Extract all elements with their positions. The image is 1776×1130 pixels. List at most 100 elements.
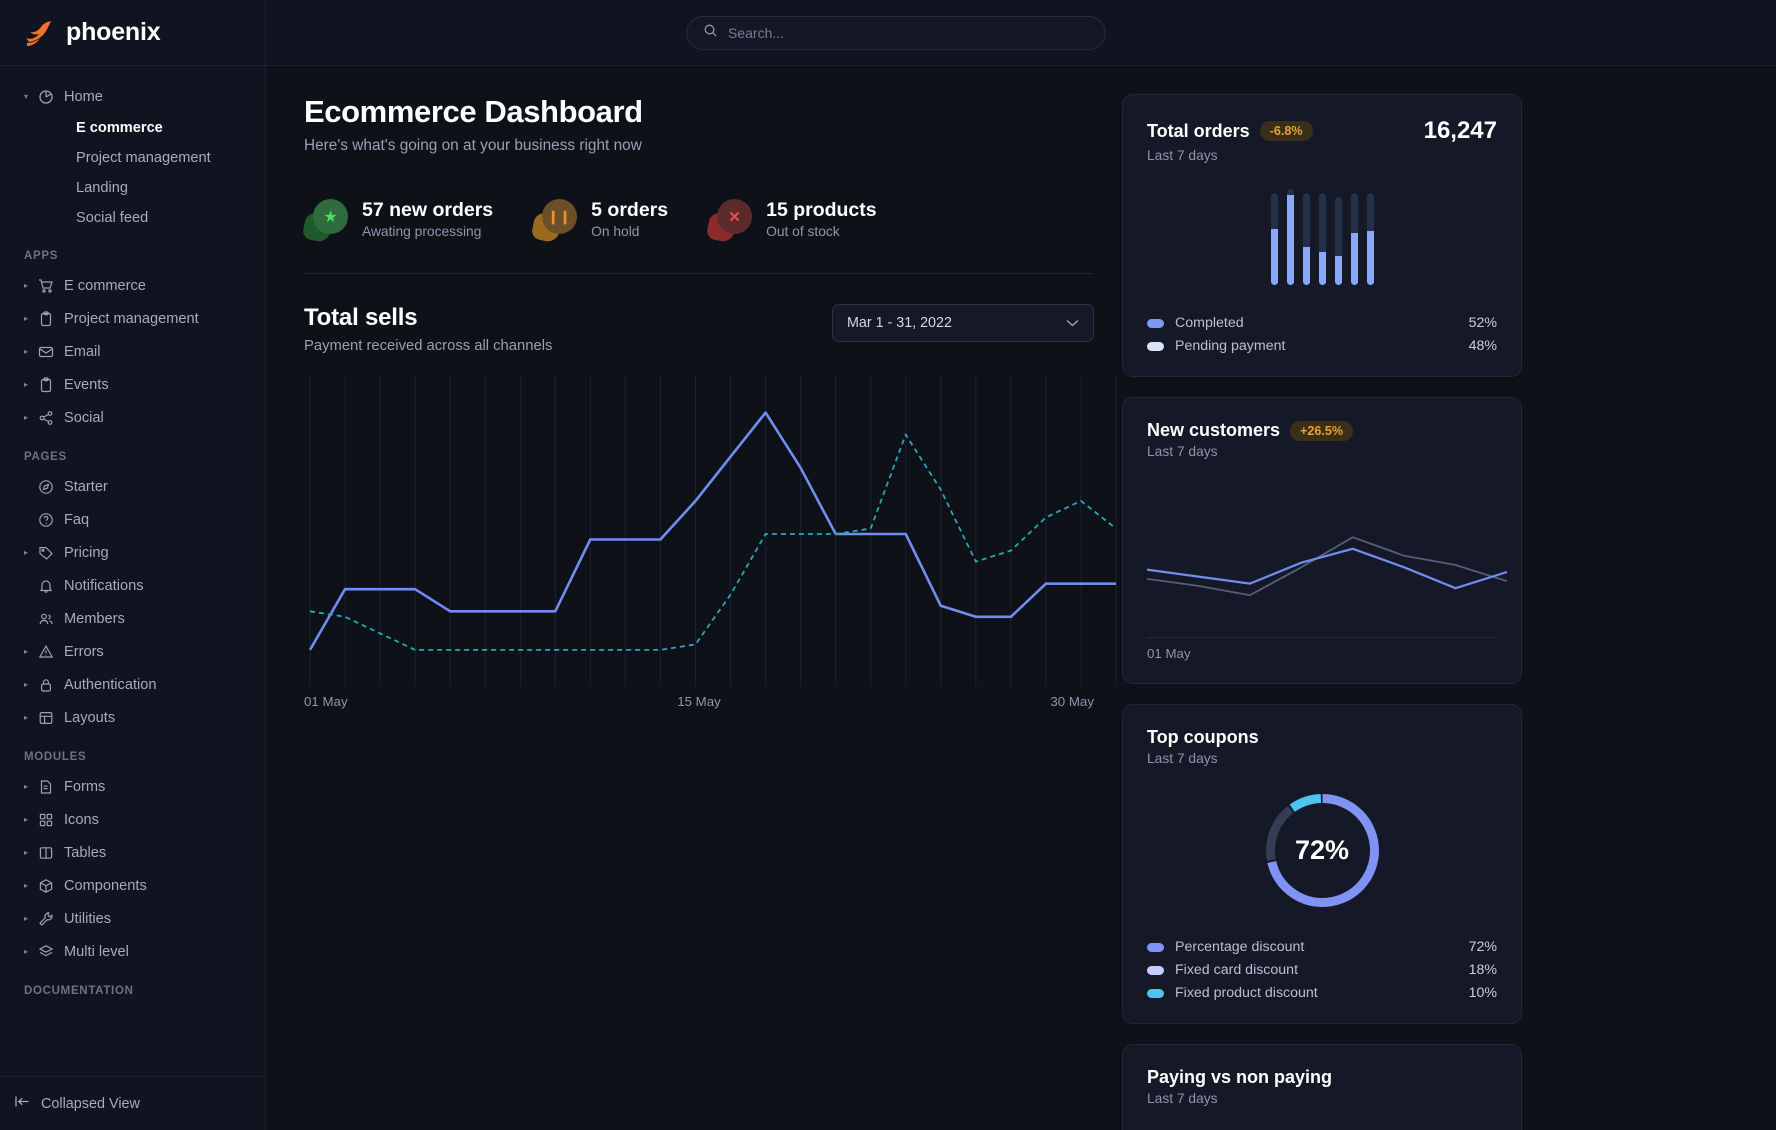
sidebar-section-apps: APPS <box>24 250 59 262</box>
sidebar-item-apps-ecommerce[interactable]: ▸ E commerce <box>0 269 265 302</box>
legend-swatch <box>1147 965 1164 975</box>
wrench-icon <box>38 911 64 927</box>
lock-icon <box>38 677 64 693</box>
sidebar-item-label: Components <box>64 877 147 894</box>
sidebar-item-apps-events[interactable]: ▸ Events <box>0 368 265 401</box>
legend-value: 18% <box>1468 962 1497 978</box>
tag-icon <box>38 545 64 561</box>
legend-value: 48% <box>1468 338 1497 354</box>
sidebar-item-apps-project-management[interactable]: ▸ Project management <box>0 302 265 335</box>
card-paying-vs-non-paying: Paying vs non paying Last 7 days Paying … <box>1122 1044 1522 1130</box>
right-column: Total orders -6.8% 16,247 Last 7 days <box>1122 94 1776 1130</box>
sidebar-item-members[interactable]: Members <box>0 602 265 635</box>
collapsed-view-toggle[interactable]: Collapsed View <box>0 1076 265 1130</box>
total-orders-value: 16,247 <box>1423 117 1497 144</box>
bar-column <box>1350 192 1358 285</box>
x-tick-label: 01 May <box>304 694 348 709</box>
grid-icon <box>38 812 64 828</box>
chevron-right-icon: ▸ <box>24 412 29 422</box>
brand[interactable]: phoenix <box>0 0 265 66</box>
sidebar-item-tables[interactable]: ▸ Tables <box>0 836 265 869</box>
phoenix-bird-icon <box>24 19 54 47</box>
card-top-coupons: Top coupons Last 7 days 72% Percentage d… <box>1122 704 1522 1024</box>
card-period: Last 7 days <box>1147 751 1218 766</box>
chevron-right-icon: ▸ <box>24 679 29 689</box>
card-period: Last 7 days <box>1147 148 1218 163</box>
orders-bar-chart <box>1147 189 1497 285</box>
stat-title: 5 orders <box>591 199 669 222</box>
legend-label: Fixed product discount <box>1175 985 1318 1001</box>
bar-column <box>1366 192 1374 285</box>
stat-out-of-stock[interactable]: ✕ 15 products Out of stock <box>705 197 877 244</box>
sidebar-item-utilities[interactable]: ▸ Utilities <box>0 902 265 935</box>
envelope-icon <box>38 344 64 360</box>
sidebar-item-errors[interactable]: ▸ Errors <box>0 635 265 668</box>
legend-pending: Pending payment 48% <box>1147 338 1497 354</box>
chevron-right-icon: ▸ <box>24 379 29 389</box>
legend-fixed-card-discount: Fixed card discount 18% <box>1147 962 1497 978</box>
section-title: Total sells <box>304 304 418 331</box>
file-text-icon <box>38 779 64 795</box>
sidebar-item-social-feed[interactable]: Social feed <box>0 203 265 233</box>
card-title: Top coupons <box>1147 727 1259 747</box>
sidebar-nav: ▾ Home E commerce Project management Lan… <box>0 66 265 1076</box>
sidebar-item-label: Home <box>64 88 103 105</box>
stat-title: 15 products <box>766 199 877 222</box>
global-search[interactable] <box>686 15 1106 50</box>
total-sells-header: Total sells Payment received across all … <box>304 304 1094 354</box>
compass-icon <box>38 479 64 495</box>
sidebar-item-notifications[interactable]: Notifications <box>0 569 265 602</box>
layers-icon <box>38 944 64 960</box>
legend-percentage-discount: Percentage discount 72% <box>1147 939 1497 955</box>
close-x-icon: ✕ <box>705 197 753 244</box>
sidebar: phoenix ▾ Home E commerce Project manage… <box>0 0 266 1130</box>
collapse-left-icon <box>14 1094 31 1113</box>
dashboard-content: Ecommerce Dashboard Here's what's going … <box>266 66 1776 1130</box>
search-input[interactable] <box>728 24 1089 41</box>
sidebar-item-pricing[interactable]: ▸ Pricing <box>0 536 265 569</box>
chevron-right-icon: ▸ <box>24 646 29 656</box>
sidebar-item-label: Tables <box>64 844 107 861</box>
date-range-select[interactable]: Mar 1 - 31, 2022 <box>832 304 1094 342</box>
stat-sub: Out of stock <box>766 223 840 239</box>
sidebar-item-authentication[interactable]: ▸ Authentication <box>0 668 265 701</box>
warning-triangle-icon <box>38 644 64 660</box>
stat-on-hold[interactable]: ❙❙ 5 orders On hold <box>530 197 669 244</box>
chevron-down-icon <box>1066 315 1079 331</box>
sidebar-item-ecommerce[interactable]: E commerce <box>0 113 265 143</box>
sidebar-item-landing[interactable]: Landing <box>0 173 265 203</box>
sidebar-item-starter[interactable]: Starter <box>0 470 265 503</box>
sidebar-subitem-label: Landing <box>76 180 128 196</box>
stat-new-orders[interactable]: ★ 57 new orders Awating processing <box>301 197 493 244</box>
sidebar-item-project-management[interactable]: Project management <box>0 143 265 173</box>
sidebar-item-label: Pricing <box>64 544 109 561</box>
sidebar-item-label: Notifications <box>64 577 144 594</box>
sidebar-item-layouts[interactable]: ▸ Layouts <box>0 701 265 734</box>
legend-swatch <box>1147 988 1164 998</box>
clipboard-icon <box>38 310 64 327</box>
card-new-customers: New customers +26.5% Last 7 days 01 May <box>1122 397 1522 684</box>
sidebar-item-faq[interactable]: Faq <box>0 503 265 536</box>
sidebar-item-components[interactable]: ▸ Components <box>0 869 265 902</box>
legend-label: Pending payment <box>1175 338 1286 354</box>
total-sells-chart[interactable] <box>304 376 1117 686</box>
sidebar-item-apps-email[interactable]: ▸ Email <box>0 335 265 368</box>
card-period: Last 7 days <box>1147 444 1218 459</box>
sidebar-item-label: Layouts <box>64 709 116 726</box>
new-customers-chart <box>1147 487 1507 637</box>
legend-label: Percentage discount <box>1175 939 1305 955</box>
sidebar-item-home[interactable]: ▾ Home <box>0 80 265 113</box>
legend-value: 10% <box>1468 985 1497 1001</box>
star-icon: ★ <box>301 197 348 244</box>
box-icon <box>38 878 64 894</box>
chevron-right-icon: ▸ <box>24 814 29 824</box>
legend-fixed-product-discount: Fixed product discount 10% <box>1147 985 1497 1001</box>
sidebar-subitem-label: Social feed <box>76 210 149 226</box>
sidebar-item-label: Authentication <box>64 676 157 693</box>
sidebar-item-multi-level[interactable]: ▸ Multi level <box>0 935 265 968</box>
sidebar-item-forms[interactable]: ▸ Forms <box>0 770 265 803</box>
card-period: Last 7 days <box>1147 1091 1218 1106</box>
bar-column <box>1334 196 1342 285</box>
sidebar-item-icons[interactable]: ▸ Icons <box>0 803 265 836</box>
sidebar-item-apps-social[interactable]: ▸ Social <box>0 401 265 434</box>
